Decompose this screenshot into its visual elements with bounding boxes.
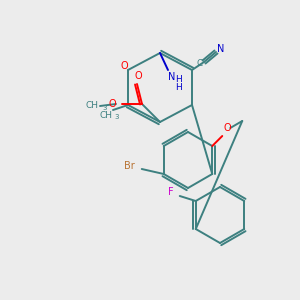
Text: 3: 3 — [115, 114, 119, 120]
Text: 3: 3 — [103, 105, 107, 111]
Text: N: N — [217, 44, 225, 54]
Text: O: O — [120, 61, 128, 71]
Text: O: O — [108, 99, 116, 109]
Text: O: O — [134, 71, 142, 81]
Text: H: H — [176, 76, 182, 85]
Text: C: C — [197, 58, 203, 68]
Text: N: N — [168, 72, 176, 82]
Text: H: H — [176, 82, 182, 91]
Text: F: F — [168, 187, 174, 197]
Text: CH: CH — [100, 110, 112, 119]
Text: Br: Br — [124, 161, 135, 171]
Text: CH: CH — [85, 101, 98, 110]
Text: O: O — [224, 123, 231, 133]
